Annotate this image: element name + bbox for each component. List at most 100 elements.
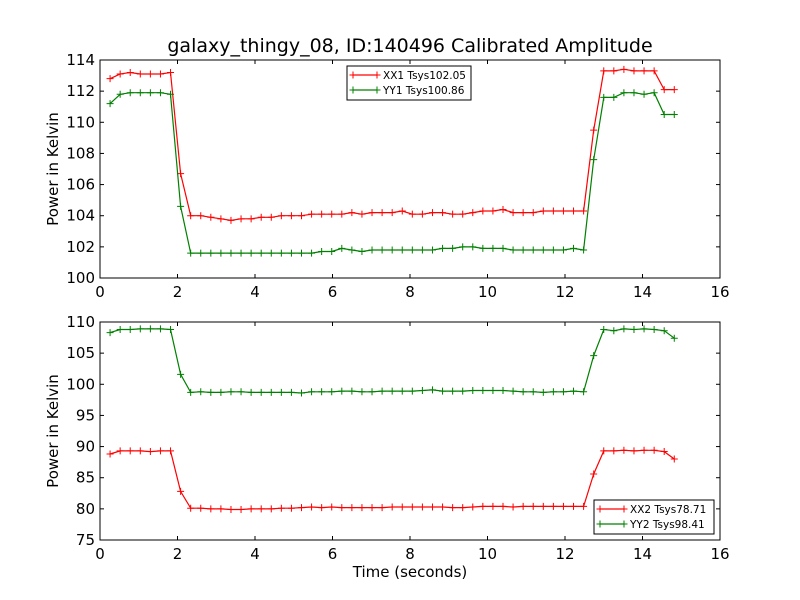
bottom-series-1-marker bbox=[630, 447, 638, 455]
top-series-2-marker bbox=[620, 89, 628, 97]
bottom-series-2-marker bbox=[126, 325, 134, 333]
bottom-x-tick-label: 10 bbox=[478, 545, 497, 563]
top-series-2-marker bbox=[217, 249, 225, 257]
top-series-1-marker bbox=[287, 212, 295, 220]
bottom-series-1-marker bbox=[570, 502, 578, 510]
top-series-2-marker bbox=[469, 243, 477, 251]
bottom-series-2-marker bbox=[428, 386, 436, 394]
top-series-1-marker bbox=[559, 207, 567, 215]
bottom-y-tick-label: 100 bbox=[66, 375, 95, 393]
top-x-tick-label: 4 bbox=[250, 283, 260, 301]
bottom-series-2-marker bbox=[207, 388, 215, 396]
bottom-x-tick-label: 2 bbox=[173, 545, 183, 563]
top-series-1-marker bbox=[298, 212, 305, 220]
top-series-2-marker bbox=[227, 249, 235, 257]
bottom-plot-lines bbox=[106, 325, 678, 513]
top-series-2-marker bbox=[277, 249, 285, 257]
bottom-series-1-marker bbox=[257, 505, 265, 513]
top-series-1-marker bbox=[338, 210, 346, 218]
bottom-legend-label-2: YY2 Tsys98.41 bbox=[629, 519, 705, 531]
top-series-1-marker bbox=[217, 215, 225, 223]
top-series-2-marker bbox=[590, 156, 598, 164]
bottom-series-1-marker bbox=[428, 503, 436, 511]
top-series-1-marker bbox=[549, 207, 557, 215]
bottom-y-tick-label: 105 bbox=[66, 344, 95, 362]
bottom-series-1-marker bbox=[610, 447, 618, 455]
top-series-2-marker bbox=[570, 244, 578, 252]
top-series-1-marker bbox=[590, 126, 598, 134]
bottom-series-2-marker bbox=[408, 387, 416, 395]
top-series-2-marker bbox=[126, 89, 134, 97]
top-series-2-marker bbox=[408, 246, 416, 254]
top-series-2-marker bbox=[529, 246, 537, 254]
bottom-series-2-marker bbox=[257, 388, 265, 396]
bottom-series-2-marker bbox=[650, 325, 658, 333]
top-series-2-marker bbox=[418, 246, 426, 254]
top-series-2-marker bbox=[539, 246, 547, 254]
top-series-2-marker bbox=[650, 89, 658, 97]
top-series-1-marker bbox=[439, 209, 447, 217]
bottom-series-2-marker bbox=[167, 325, 175, 333]
top-series-1-marker bbox=[328, 210, 336, 218]
top-series-1-marker bbox=[126, 68, 134, 76]
top-series-2-marker bbox=[308, 249, 316, 257]
top-series-2-marker bbox=[267, 249, 275, 257]
bottom-series-2-marker bbox=[630, 325, 638, 333]
top-x-tick-label: 8 bbox=[405, 283, 415, 301]
bottom-series-1-marker bbox=[136, 447, 144, 455]
bottom-series-1-marker bbox=[237, 505, 245, 513]
bottom-series-1-marker bbox=[398, 503, 406, 511]
top-series-2-marker bbox=[580, 246, 588, 254]
top-series-2-marker bbox=[428, 246, 436, 254]
bottom-series-1-marker bbox=[549, 502, 557, 510]
bottom-series-2-marker bbox=[177, 370, 185, 378]
top-legend-label-2: YY1 Tsys100.86 bbox=[382, 85, 465, 97]
bottom-x-tick-label: 12 bbox=[555, 545, 574, 563]
top-series-1-marker bbox=[308, 210, 316, 218]
top-series-1-marker bbox=[136, 70, 144, 78]
top-y-tick-label: 112 bbox=[66, 82, 95, 100]
top-series-1-marker bbox=[539, 207, 547, 215]
top-series-1-marker bbox=[146, 70, 154, 78]
chart-title: galaxy_thingy_08, ID:140496 Calibrated A… bbox=[167, 35, 652, 57]
top-series-2-marker bbox=[549, 246, 557, 254]
bottom-series-2-marker bbox=[308, 388, 316, 396]
top-series-2-marker bbox=[439, 244, 447, 252]
bottom-axis-ticks: 0 2 4 6 8 10 12 14 16 75 80 85 90 95 100 105 110 bbox=[66, 313, 729, 563]
bottom-series-1-marker bbox=[298, 504, 305, 512]
bottom-series-2-marker bbox=[610, 327, 618, 335]
top-series-2-marker bbox=[670, 111, 678, 118]
bottom-legend-marker-1 bbox=[620, 505, 628, 513]
top-series-1-marker bbox=[318, 210, 326, 218]
bottom-series-2-marker bbox=[620, 325, 628, 333]
top-series-1-marker bbox=[207, 213, 215, 221]
top-x-tick-label: 0 bbox=[95, 283, 105, 301]
top-y-tick-label: 102 bbox=[66, 238, 95, 256]
bottom-series-2-marker bbox=[106, 329, 114, 337]
bottom-series-2-marker bbox=[146, 325, 154, 333]
top-series-2-marker bbox=[207, 249, 215, 257]
top-series-1-marker bbox=[509, 209, 517, 217]
top-series-2-marker bbox=[479, 244, 487, 252]
bottom-series-1-marker bbox=[660, 448, 668, 456]
top-legend-label-1: XX1 Tsys102.05 bbox=[383, 70, 466, 82]
bottom-series-2-marker bbox=[549, 388, 557, 396]
bottom-legend-box bbox=[593, 499, 715, 535]
bottom-series-2-marker bbox=[267, 388, 275, 396]
bottom-x-tick-label: 8 bbox=[405, 545, 415, 563]
top-series-2-marker bbox=[459, 243, 467, 251]
bottom-series-1-marker bbox=[449, 504, 457, 512]
bottom-series-2-marker bbox=[277, 388, 285, 396]
bottom-series-1-marker bbox=[529, 502, 537, 510]
top-y-tick-label: 114 bbox=[66, 51, 95, 69]
top-series-1-marker bbox=[247, 215, 255, 223]
bottom-x-tick-label: 6 bbox=[328, 545, 338, 563]
top-series-2-marker bbox=[368, 246, 376, 254]
top-series-1-marker bbox=[428, 209, 436, 217]
bottom-series-1-marker bbox=[267, 505, 275, 513]
top-series-1-marker bbox=[479, 207, 487, 215]
bottom-series-1-marker bbox=[177, 487, 185, 495]
bottom-series-1-marker bbox=[600, 447, 608, 455]
top-series-1-marker bbox=[580, 207, 588, 215]
